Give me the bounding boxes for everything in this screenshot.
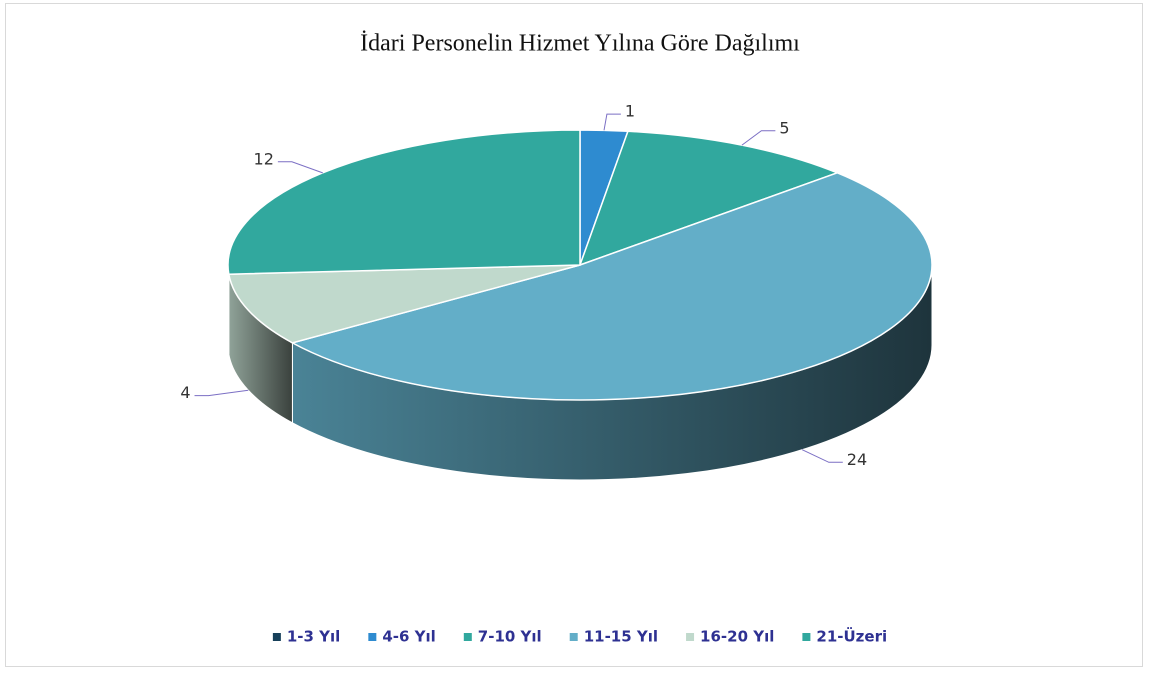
data-label: 5 bbox=[779, 118, 789, 137]
data-label: 24 bbox=[847, 450, 867, 469]
legend-label: 11-15 Yıl bbox=[584, 628, 658, 646]
chart-title: İdari Personelin Hizmet Yılına Göre Dağı… bbox=[360, 31, 800, 57]
leader-line bbox=[801, 449, 843, 463]
pie-side bbox=[227, 264, 230, 355]
leader-line bbox=[194, 389, 249, 397]
pie-slice bbox=[290, 172, 933, 401]
legend-label: 21-Üzeri bbox=[816, 627, 887, 646]
legend-swatch bbox=[463, 633, 472, 641]
legend-swatch bbox=[272, 633, 281, 641]
legend-swatch bbox=[802, 633, 811, 641]
legend-swatch bbox=[686, 633, 695, 641]
leader-line bbox=[741, 130, 776, 146]
legend-label: 1-3 Yıl bbox=[287, 628, 340, 646]
data-label: 12 bbox=[254, 149, 274, 168]
leader-line bbox=[277, 161, 323, 174]
legend-swatch bbox=[368, 633, 377, 641]
leader-line bbox=[603, 113, 621, 131]
data-label: 4 bbox=[180, 383, 190, 402]
legend-swatch bbox=[569, 633, 578, 641]
legend-label: 4-6 Yıl bbox=[382, 628, 435, 646]
pie-slice bbox=[227, 264, 581, 344]
legend-label: 16-20 Yıl bbox=[700, 628, 774, 646]
pie-slice bbox=[227, 129, 581, 275]
data-label: 1 bbox=[625, 102, 635, 121]
legend-label: 7-10 Yıl bbox=[478, 628, 542, 646]
